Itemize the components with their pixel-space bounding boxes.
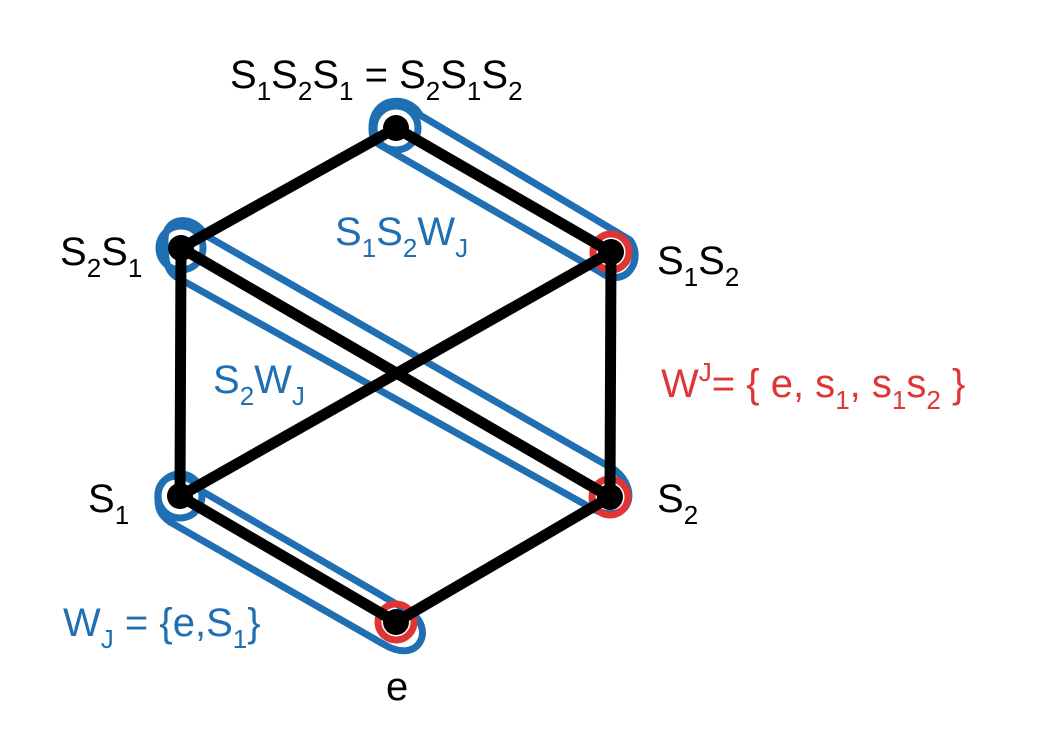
edge-s1s2-s1 (174, 246, 617, 502)
label-text: s (906, 362, 926, 406)
label-identity: e (386, 665, 408, 709)
label-subscript: J (292, 381, 305, 411)
label-subscript: 1 (362, 233, 376, 263)
edge-top-s1s2 (390, 122, 617, 258)
label-text: W (661, 362, 699, 406)
label-subscript: 2 (684, 500, 698, 530)
label-text: S (399, 53, 426, 97)
label-text: S (88, 477, 115, 521)
node-e (383, 609, 409, 635)
label-text: S (101, 230, 128, 274)
label-text: = { e, s (712, 362, 835, 406)
edge-s1s2-s2 (604, 246, 617, 503)
label-subscript: 1 (339, 76, 353, 106)
label-coset-s1s2wj: S1​S2​WJ​ (335, 210, 468, 263)
label-subscript: 1 (892, 385, 906, 415)
node-s1 (167, 483, 193, 509)
ring-e (374, 600, 418, 644)
node-s2s1 (168, 235, 194, 261)
label-text: = {e,S (114, 601, 233, 645)
label-text: S (312, 53, 339, 97)
edges (174, 122, 617, 628)
edge-top-s2s1 (175, 122, 402, 254)
label-subscript: 1 (684, 262, 698, 292)
node-dots (167, 115, 624, 635)
node-s1s2 (598, 239, 624, 265)
label-subscript: 2 (508, 76, 522, 106)
label-subscript: 2 (87, 253, 101, 283)
label-subscript: 1 (257, 76, 271, 106)
label-s1s2: S1​S2​ (657, 239, 739, 292)
label-subscript: 1 (467, 76, 481, 106)
label-text: S (213, 358, 240, 402)
label-minimal-representatives: WJ​= { e, s1​, s1​s2​ } (661, 357, 965, 415)
node-s2 (597, 484, 623, 510)
label-text: S (271, 53, 298, 97)
edge-s2s1-s1 (174, 242, 187, 502)
label-subscript: 1 (233, 624, 247, 654)
label-subscript: 1 (115, 500, 129, 530)
label-longest-element: S1​S2​S1​ = S2​S1​S2​ (230, 53, 523, 106)
label-subscript: 1 (835, 385, 849, 415)
label-subscript: 2 (926, 385, 940, 415)
label-text: S (657, 477, 684, 521)
ring-top (370, 102, 422, 154)
label-text: S (698, 239, 725, 283)
label-subscript: 2 (240, 381, 254, 411)
label-s2s1: S2​S1​ (60, 230, 142, 283)
label-text: } (247, 601, 260, 645)
edge-s1-e (174, 490, 402, 628)
label-text: S (481, 53, 508, 97)
label-subscript: J (101, 624, 114, 654)
label-subscript: 2 (725, 262, 739, 292)
label-text: S (230, 53, 257, 97)
label-text: S (657, 239, 684, 283)
label-subscript: J (455, 233, 468, 263)
label-text: S (60, 230, 87, 274)
label-text: , s (850, 362, 892, 406)
node-top (383, 115, 409, 141)
label-s2: S2​ (657, 477, 698, 530)
label-subscript: 2 (403, 233, 417, 263)
label-subscript: 2 (298, 76, 312, 106)
label-text: W (254, 358, 292, 402)
label-text: W (63, 601, 101, 645)
label-text: W (417, 210, 455, 254)
label-text: } (941, 362, 965, 406)
label-text: S (335, 210, 362, 254)
label-text: S (376, 210, 403, 254)
label-text: S (440, 53, 467, 97)
label-s1: S1​ (88, 477, 129, 530)
label-subscript: 1 (128, 253, 142, 283)
label-text: e (386, 665, 408, 709)
label-subscript: 2 (426, 76, 440, 106)
edge-s2-e (390, 491, 616, 628)
label-parabolic-subgroup: WJ​ = {e,S1​} (63, 601, 261, 654)
label-coset-s2wj: S2​WJ​ (213, 358, 305, 411)
label-superscript: J (699, 357, 712, 387)
label-text: = (353, 53, 399, 97)
